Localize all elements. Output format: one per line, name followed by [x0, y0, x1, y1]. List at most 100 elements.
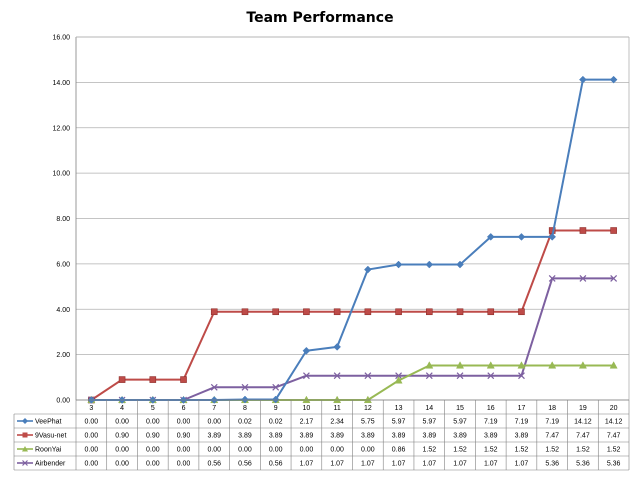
data-label: 0.00	[207, 419, 221, 426]
legend-marker-1	[22, 432, 28, 438]
data-label: 5.97	[392, 419, 406, 426]
data-label: 1.52	[515, 447, 529, 454]
data-label: 14.12	[605, 419, 623, 426]
data-point-0-6	[271, 395, 280, 404]
data-point-0-11	[425, 260, 434, 269]
data-label: 0.00	[85, 419, 99, 426]
data-label: 0.00	[330, 447, 344, 454]
data-label: 1.07	[453, 461, 467, 468]
data-point-2-11	[425, 361, 434, 369]
data-label: 3.89	[238, 433, 252, 440]
data-label: 3.89	[207, 433, 221, 440]
data-label: 1.52	[607, 447, 621, 454]
data-point-0-14	[517, 233, 526, 241]
y-tick-label: 6.00	[56, 261, 70, 268]
data-point-2-15	[548, 361, 557, 369]
data-point-2-7	[302, 395, 311, 404]
series-line-3	[91, 277, 614, 401]
series-line-1	[90, 229, 614, 401]
data-label: 0.02	[238, 419, 252, 426]
data-point-0-12	[456, 260, 464, 269]
y-tick-label: 14.00	[52, 80, 70, 87]
data-label: 3.89	[392, 433, 406, 440]
data-point-1-16	[579, 227, 587, 234]
data-label: 1.07	[484, 461, 498, 468]
legend-marker-0	[22, 418, 28, 424]
data-label: 3.89	[484, 433, 498, 440]
data-label: 3.89	[269, 433, 283, 440]
x-tick-label: 8	[243, 405, 247, 412]
data-point-2-14	[517, 361, 526, 369]
data-point-1-13	[487, 308, 495, 316]
data-point-2-9	[363, 395, 372, 404]
data-point-1-6	[272, 308, 279, 316]
data-label: 0.00	[115, 419, 129, 426]
legend-marker-3	[22, 460, 28, 466]
x-tick-label: 7	[212, 405, 216, 412]
data-label: 3.89	[453, 433, 467, 440]
data-label: 1.52	[453, 447, 467, 454]
y-tick-label: 2.00	[56, 352, 70, 359]
data-point-3-10	[395, 372, 403, 380]
legend-label-3: Airbender	[35, 461, 66, 468]
x-tick-label: 4	[120, 405, 124, 412]
data-label: 0.00	[177, 419, 191, 426]
data-point-3-11	[425, 372, 433, 380]
data-label: 5.97	[453, 419, 467, 426]
data-point-0-9	[364, 265, 372, 274]
data-label: 0.00	[146, 447, 160, 454]
data-label: 7.19	[515, 419, 529, 426]
data-point-3-9	[364, 372, 372, 380]
data-point-3-12	[456, 372, 464, 380]
data-label: 1.52	[545, 447, 559, 454]
data-label: 3.89	[515, 433, 529, 440]
data-point-3-16	[579, 274, 587, 282]
x-tick-label: 20	[610, 405, 618, 412]
x-tick-label: 19	[579, 405, 587, 412]
x-tick-label: 5	[151, 405, 155, 412]
data-label: 0.00	[85, 461, 99, 468]
x-tick-label: 14	[425, 405, 433, 412]
data-point-0-5	[241, 395, 249, 404]
y-tick-label: 0.00	[56, 398, 70, 405]
data-label: 3.89	[330, 433, 344, 440]
data-point-3-7	[302, 372, 310, 380]
data-point-0-8	[333, 343, 341, 351]
data-label: 1.07	[515, 461, 529, 468]
data-label: 7.19	[484, 419, 498, 426]
data-label: 3.89	[422, 433, 436, 440]
data-label: 0.00	[207, 447, 221, 454]
data-label: 0.90	[115, 433, 129, 440]
data-label: 5.97	[422, 419, 436, 426]
data-point-2-13	[486, 361, 495, 369]
data-label: 0.00	[146, 461, 160, 468]
y-tick-label: 16.00	[52, 35, 70, 42]
legend-label-2: RoonYai	[35, 447, 62, 454]
data-label: 0.56	[238, 461, 252, 468]
y-tick-label: 8.00	[56, 216, 70, 223]
data-point-0-15	[548, 233, 557, 241]
x-tick-label: 3	[89, 405, 93, 412]
data-label: 0.00	[115, 461, 129, 468]
data-label: 5.36	[545, 461, 559, 468]
data-label: 0.00	[85, 433, 99, 440]
data-point-1-5	[241, 308, 249, 316]
data-label: 0.00	[146, 419, 160, 426]
data-point-3-6	[272, 383, 280, 391]
data-point-0-13	[486, 233, 495, 241]
data-label: 0.00	[85, 447, 99, 454]
data-label: 2.34	[330, 419, 344, 426]
data-label: 1.07	[300, 461, 314, 468]
data-label: 3.89	[361, 433, 375, 440]
data-label: 3.89	[300, 433, 314, 440]
x-tick-label: 13	[395, 405, 403, 412]
x-tick-label: 9	[274, 405, 278, 412]
data-label: 14.12	[574, 419, 592, 426]
data-point-2-17	[609, 361, 618, 369]
x-tick-label: 18	[548, 405, 556, 412]
x-tick-label: 6	[182, 405, 186, 412]
data-label: 0.00	[361, 447, 375, 454]
data-point-3-14	[518, 372, 525, 380]
x-tick-label: 12	[364, 405, 372, 412]
